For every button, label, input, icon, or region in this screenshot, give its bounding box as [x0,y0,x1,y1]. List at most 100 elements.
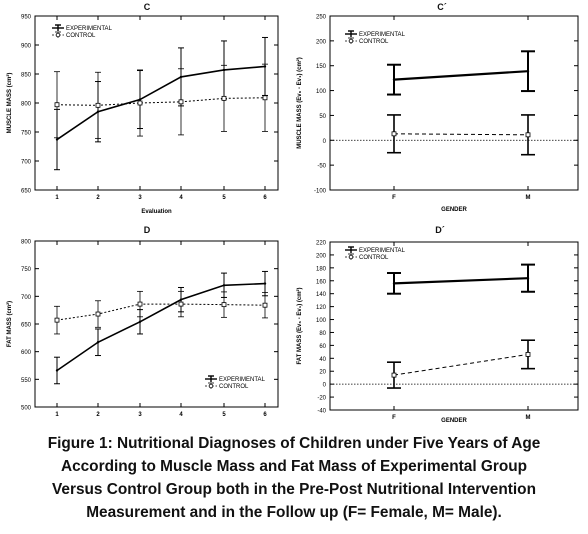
y-tick-label: 250 [316,15,327,21]
data-point-marker [222,284,226,287]
data-point-marker [178,301,184,307]
y-tick-label: -50 [317,164,326,170]
x-tick-label: 3 [138,412,142,418]
data-point-marker [392,282,396,285]
legend-label: EXPERIMENTAL [219,377,266,383]
data-point-marker [525,352,531,357]
x-tick-label: M [526,195,531,201]
y-tick-label: 80 [319,331,326,337]
y-tick-label: -100 [314,189,327,195]
chart-muscle-mass-by-evaluation: 650 700 750 800 850 900 950 1 2 3 4 5 6 MUSCLE MASS (… [6,15,279,215]
data-point-marker [263,282,267,285]
legend-label: EXPERIMENTAL [359,32,406,38]
x-tick-label: F [392,195,396,201]
legend-label: CONTROL [66,33,96,39]
y-tick-label: 800 [21,102,32,108]
panel-title-c: C [143,2,151,12]
series-line-control [56,303,266,321]
legend-label: CONTROL [219,384,249,390]
legend-label: EXPERIMENTAL [359,248,406,254]
y-tick-label: 850 [21,73,32,79]
panel-title-d-prime: D´ [435,225,445,235]
plot-frame [329,241,579,411]
y-tick-label: 140 [316,292,327,298]
y-axis-label: FAT MASS (cm²) [6,301,13,347]
data-point-marker [96,341,100,344]
y-tick-label: 500 [21,406,32,412]
x-tick-label: M [526,415,531,421]
y-tick-label: 50 [319,114,326,120]
data-point-marker [55,138,59,141]
x-tick-label: 1 [55,412,59,418]
x-tick-label: 2 [96,412,100,418]
caption-line-3: Versus Control Group both in the Pre-Pos… [52,481,536,498]
y-tick-label: 100 [316,318,327,324]
y-tick-label: 20 [319,370,326,376]
data-point-marker [137,100,143,106]
data-point-marker [95,102,101,108]
x-tick-label: 5 [222,195,226,201]
x-tick-label: 2 [96,195,100,201]
y-tick-label: 650 [21,189,32,195]
legend-label: EXPERIMENTAL [66,26,113,32]
data-point-marker [95,311,101,317]
figure-caption: Figure 1: Nutritional Diagnoses of Child… [0,432,588,524]
data-point-marker [525,132,531,138]
y-tick-label: 180 [316,266,327,272]
y-tick-label: -20 [317,396,326,402]
y-tick-label: 200 [316,253,327,259]
legend-marker [56,33,60,37]
data-point-marker [262,302,268,308]
chart-muscle-mass-change-by-gender: -100 -50 0 50 100 150 200 250 F M MUSCLE MASS (Ev₆… [296,15,579,213]
data-point-marker [526,69,530,73]
panel-title-d: D [143,225,151,235]
x-axis-label: Evaluation [141,209,172,215]
series-line-experimental [393,70,529,81]
data-point-marker [221,95,227,101]
caption-line-1: Figure 1: Nutritional Diagnoses of Child… [47,435,541,452]
x-tick-label: 5 [222,412,226,418]
series-line-control [56,97,266,106]
y-tick-label: 40 [319,357,326,363]
y-tick-label: 150 [316,64,327,70]
caption-line-4: Measurement and in the Follow up (F= Fem… [86,504,502,521]
y-tick-label: 0 [323,139,327,145]
y-tick-label: 160 [316,279,327,285]
data-point-marker [391,372,397,378]
y-tick-label: 750 [21,131,32,137]
data-point-marker [137,301,143,307]
data-point-marker [526,276,530,280]
x-tick-label: 4 [179,412,183,418]
y-tick-label: 700 [21,160,32,166]
data-point-marker [221,302,227,308]
series-line-experimental [56,65,266,141]
legend-marker [349,255,353,259]
legend-marker [209,384,213,388]
y-tick-label: 950 [21,15,32,21]
y-axis-label: MUSCLE MASS (Ev₆ - Ev₁) (cm²) [296,57,303,149]
y-tick-label: 650 [21,323,32,329]
chart-fat-mass-by-evaluation: 500 550 600 650 700 750 800 1 2 3 4 5 6 FAT MASS (cm²… [6,240,279,418]
legend-label: CONTROL [359,255,389,261]
x-tick-label: F [392,415,396,421]
y-tick-label: 100 [316,89,327,95]
x-axis-label: GENDER [441,207,467,213]
x-tick-label: 3 [138,195,142,201]
y-tick-label: 800 [21,240,32,246]
y-tick-label: 200 [316,39,327,45]
y-tick-label: 220 [316,241,327,247]
x-tick-label: 6 [263,195,267,201]
plot-frame [329,15,579,191]
y-tick-label: 60 [319,344,326,350]
y-tick-label: 900 [21,44,32,50]
series-line-control [393,133,529,136]
y-tick-label: 120 [316,305,327,311]
data-point-marker [54,317,60,323]
panel-title-c-prime: C´ [437,2,447,12]
y-tick-label: 600 [21,350,32,356]
y-tick-label: 550 [21,378,32,384]
series-line-control [393,353,529,376]
legend-label: CONTROL [359,39,389,45]
caption-line-2: According to Muscle Mass and Fat Mass of… [60,458,528,475]
y-tick-label: 0 [323,383,327,389]
